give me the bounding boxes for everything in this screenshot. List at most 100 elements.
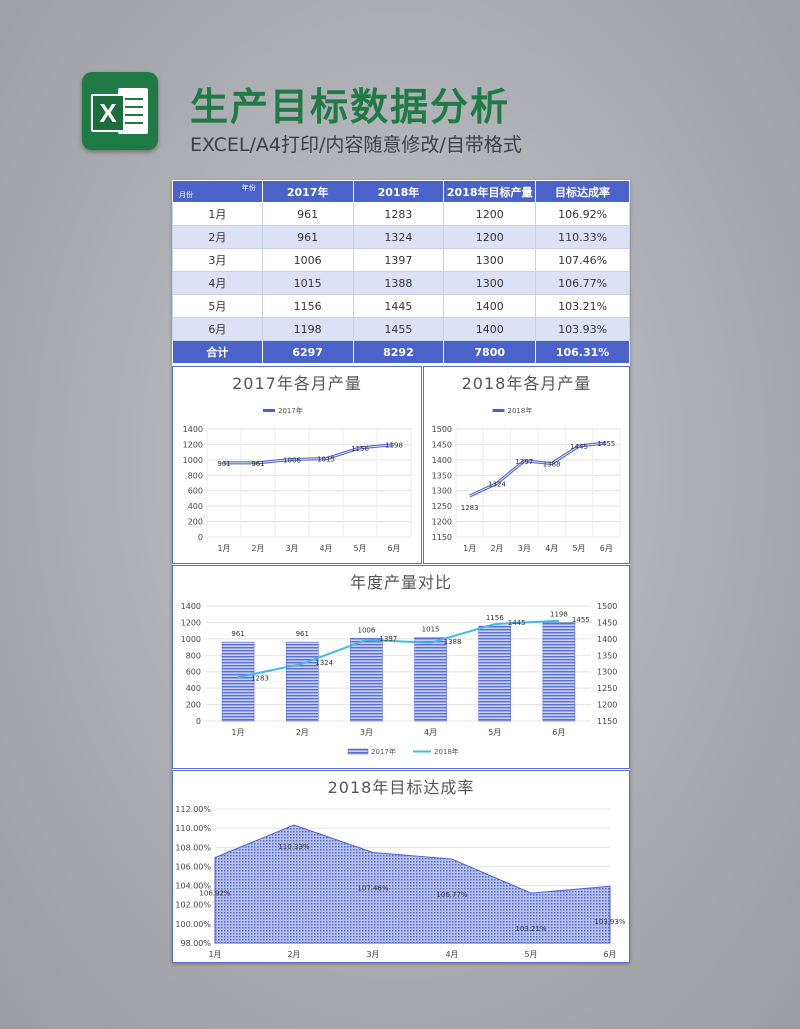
x-tick-label: 5月 <box>488 728 501 737</box>
line-data-label: 1324 <box>315 659 333 667</box>
table-cell: 103.21% <box>535 294 630 318</box>
y2-tick-label: 1500 <box>597 602 617 611</box>
x-tick-label: 4月 <box>319 544 332 553</box>
y-tick-label: 600 <box>186 668 201 677</box>
row-month-cell: 3月 <box>172 248 263 272</box>
area-data-label: 106.92% <box>199 890 230 898</box>
column-header: 2018年 <box>352 180 445 203</box>
data-label: 961 <box>251 460 264 468</box>
row-month-cell: 6月 <box>172 317 263 341</box>
table-row: 1月 961 1283 1200 106.92% <box>172 202 630 226</box>
y-tick-label: 1450 <box>432 440 452 449</box>
x-tick-label: 2月 <box>490 544 503 553</box>
series-line-inner <box>469 442 607 497</box>
chart-compare-panel: 年度产量对比 0 200 400 600 800 1000 1200 1400 1150 1200 1… <box>172 565 630 769</box>
y-tick-label: 400 <box>188 502 203 511</box>
spreadsheet-page: 年份 月份 2017年 2018年 2018年目标产量 目标达成率 1月 961 12… <box>172 180 630 963</box>
corner-header-cell: 年份 月份 <box>172 180 263 203</box>
area-data-label: 107.46% <box>357 884 388 892</box>
area-data-label: 110.33% <box>278 843 309 851</box>
chart-2017-line: 2017年各月产量 2017年 0 200 400 600 800 1000 1200 1400 1… <box>183 374 412 553</box>
corner-label-month: 月份 <box>179 191 193 199</box>
table-cell: 1200 <box>443 225 537 249</box>
data-table: 年份 月份 2017年 2018年 2018年目标产量 目标达成率 1月 961 12… <box>172 180 630 364</box>
data-label: 961 <box>217 460 230 468</box>
y2-tick-label: 1350 <box>597 651 617 660</box>
x-tick-label: 1月 <box>208 950 221 959</box>
bar-data-label: 1006 <box>358 626 376 634</box>
y2-tick-label: 1450 <box>597 618 617 627</box>
area-series <box>214 824 611 944</box>
y-tick-label: 108.00% <box>175 843 211 852</box>
bar <box>478 625 511 722</box>
table-cell: 1397 <box>352 248 445 272</box>
x-tick-label: 1月 <box>232 728 245 737</box>
y-tick-label: 1200 <box>183 440 203 449</box>
data-label: 1015 <box>317 456 335 464</box>
line-data-label: 1388 <box>444 638 462 646</box>
y-tick-label: 1350 <box>432 471 452 480</box>
legend-swatch <box>263 409 275 412</box>
bar <box>414 637 447 722</box>
column-header: 目标达成率 <box>535 180 630 203</box>
y-tick-label: 1500 <box>432 425 452 434</box>
column-header: 2017年 <box>261 180 354 203</box>
x-tick-label: 5月 <box>524 950 537 959</box>
area-data-label: 103.21% <box>515 925 546 933</box>
table-cell: 1324 <box>352 225 445 249</box>
table-total-row: 合计 6297 8292 7800 106.31% <box>172 340 630 364</box>
y-tick-label: 1200 <box>432 518 452 527</box>
row-month-cell: 5月 <box>172 294 263 318</box>
data-label: 1388 <box>543 461 561 469</box>
bar <box>350 638 383 722</box>
legend-swatch-2017 <box>347 748 369 755</box>
legend-label: 2018年 <box>434 747 459 756</box>
table-cell: 1400 <box>443 294 537 318</box>
bar-data-label: 1198 <box>550 611 568 619</box>
excel-logo-icon: X <box>82 72 158 150</box>
x-tick-label: 4月 <box>445 950 458 959</box>
total-cell: 106.31% <box>535 340 630 364</box>
x-tick-label: 6月 <box>387 544 400 553</box>
legend-label: 2017年 <box>278 406 303 415</box>
table-cell: 961 <box>261 202 354 226</box>
y-tick-label: 200 <box>188 518 203 527</box>
y2-tick-label: 1400 <box>597 635 617 644</box>
bar-data-label: 1156 <box>486 614 504 622</box>
y-tick-label: 1400 <box>181 602 201 611</box>
total-cell: 7800 <box>443 340 537 364</box>
x-tick-label: 5月 <box>572 544 585 553</box>
y-tick-label: 1000 <box>181 635 201 644</box>
bar <box>542 622 576 722</box>
total-cell: 8292 <box>352 340 445 364</box>
y-tick-label: 1150 <box>432 533 452 542</box>
table-row: 2月 961 1324 1200 110.33% <box>172 225 630 249</box>
table-cell: 961 <box>261 225 354 249</box>
y-tick-label: 1300 <box>432 487 452 496</box>
y2-tick-label: 1150 <box>597 717 617 726</box>
line-data-label: 1445 <box>508 619 526 627</box>
bar-data-label: 1015 <box>422 626 440 634</box>
area-data-label: 103.93% <box>594 918 625 926</box>
y-tick-label: 0 <box>198 533 203 542</box>
line-data-label: 1397 <box>379 635 397 643</box>
bar-data-label: 961 <box>231 630 244 638</box>
y2-tick-label: 1300 <box>597 668 617 677</box>
row-month-cell: 4月 <box>172 271 263 295</box>
table-cell: 106.92% <box>535 202 630 226</box>
table-row: 5月 1156 1445 1400 103.21% <box>172 294 630 318</box>
y2-tick-label: 1250 <box>597 684 617 693</box>
y-tick-label: 102.00% <box>175 901 211 910</box>
table-cell: 1445 <box>352 294 445 318</box>
legend-label: 2017年 <box>371 747 396 756</box>
y-tick-label: 600 <box>188 487 203 496</box>
data-label: 1455 <box>597 440 615 448</box>
table-cell: 1006 <box>261 248 354 272</box>
table-cell: 1300 <box>443 271 537 295</box>
table-cell: 1300 <box>443 248 537 272</box>
total-cell: 6297 <box>261 340 354 364</box>
x-tick-label: 4月 <box>545 544 558 553</box>
column-header: 2018年目标产量 <box>443 180 537 203</box>
table-row: 4月 1015 1388 1300 106.77% <box>172 271 630 295</box>
chart-2018-panel: 2018年各月产量 2018年 1150 1200 1250 1300 1350 1400 14… <box>423 366 630 564</box>
